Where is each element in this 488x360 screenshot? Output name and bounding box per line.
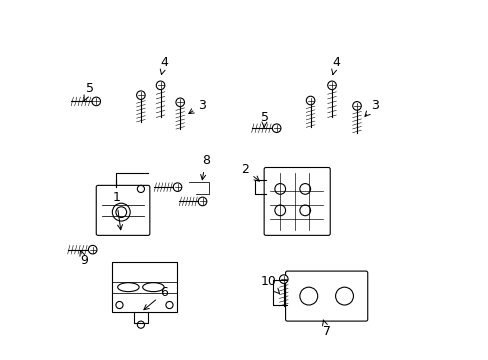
Text: 1: 1 <box>112 192 122 230</box>
Circle shape <box>305 96 314 105</box>
Ellipse shape <box>118 283 139 292</box>
Circle shape <box>274 205 285 216</box>
Circle shape <box>352 102 361 110</box>
Circle shape <box>299 184 310 194</box>
Text: 7: 7 <box>322 320 330 338</box>
FancyBboxPatch shape <box>285 271 367 321</box>
Circle shape <box>327 81 336 90</box>
Circle shape <box>136 91 145 99</box>
Circle shape <box>137 321 144 328</box>
Text: 2: 2 <box>241 163 259 181</box>
Text: 5: 5 <box>84 82 93 101</box>
Circle shape <box>299 205 310 216</box>
Text: 6: 6 <box>143 286 168 310</box>
Circle shape <box>299 287 317 305</box>
Circle shape <box>137 185 144 193</box>
FancyBboxPatch shape <box>264 167 329 235</box>
Circle shape <box>156 81 164 90</box>
Ellipse shape <box>142 283 164 292</box>
Circle shape <box>92 97 101 106</box>
Circle shape <box>335 287 353 305</box>
Text: 8: 8 <box>200 154 209 180</box>
Text: 3: 3 <box>364 99 378 116</box>
Circle shape <box>198 197 206 206</box>
Circle shape <box>173 183 182 192</box>
Circle shape <box>116 207 126 217</box>
FancyBboxPatch shape <box>96 185 149 235</box>
Text: 5: 5 <box>260 111 268 127</box>
Text: 4: 4 <box>160 56 168 75</box>
Circle shape <box>279 275 287 283</box>
Circle shape <box>88 246 97 254</box>
Text: 9: 9 <box>80 251 88 267</box>
Text: 3: 3 <box>188 99 205 114</box>
Circle shape <box>272 124 281 132</box>
Text: 10: 10 <box>260 275 279 294</box>
Circle shape <box>112 203 130 221</box>
Circle shape <box>165 301 173 309</box>
Bar <box>112 262 176 312</box>
Text: 4: 4 <box>331 56 339 75</box>
Circle shape <box>176 98 184 107</box>
Circle shape <box>116 301 123 309</box>
Circle shape <box>274 184 285 194</box>
